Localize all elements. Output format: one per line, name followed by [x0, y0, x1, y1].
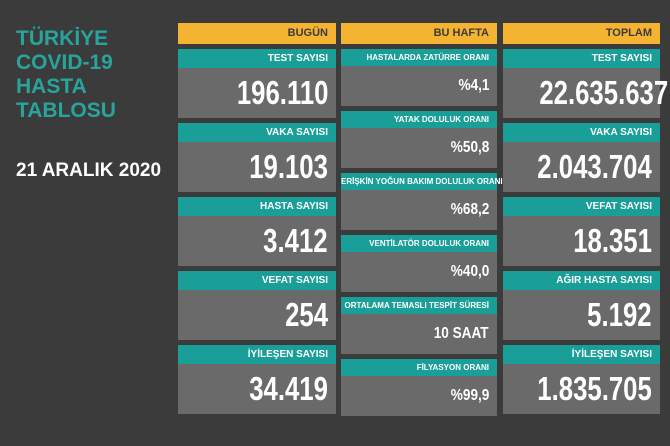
- card-label: VEFAT SAYISI: [503, 197, 660, 216]
- card-label: VEFAT SAYISI: [178, 271, 336, 290]
- card-value: %68,2: [341, 190, 497, 230]
- card-value: 5.192: [503, 290, 660, 340]
- card-label: İYİLEŞEN SAYISI: [178, 345, 336, 364]
- title-line: TÜRKİYE: [16, 27, 109, 50]
- value-text: %68,2: [450, 201, 489, 218]
- value-text: 196.110: [236, 74, 328, 111]
- card-value: %50,8: [341, 128, 497, 168]
- value-text: %40,0: [450, 263, 489, 280]
- card-value: 1.835.705: [503, 364, 660, 414]
- card-label: TEST SAYISI: [178, 49, 336, 68]
- card-value: 19.103: [178, 142, 336, 192]
- card-value: 2.043.704: [503, 142, 660, 192]
- value-text: 18.351: [573, 222, 652, 259]
- value-text: %99,9: [450, 387, 489, 404]
- card-label: VAKA SAYISI: [178, 123, 336, 142]
- card-value: 254: [178, 290, 336, 340]
- value-text: %50,8: [450, 139, 489, 156]
- card-label: FİLYASYON ORANI: [341, 359, 497, 376]
- date: 21 ARALIK 2020: [16, 160, 162, 181]
- value-text: 22.635.637: [539, 74, 669, 111]
- card-value: 196.110: [178, 68, 336, 118]
- value-text: 19.103: [249, 148, 328, 185]
- card-value: 3.412: [178, 216, 336, 266]
- value-text: 2.043.704: [537, 148, 652, 185]
- card-value: %99,9: [341, 376, 497, 416]
- column-header: BUGÜN: [178, 23, 336, 44]
- card-label: VAKA SAYISI: [503, 123, 660, 142]
- value-text: 34.419: [249, 370, 328, 407]
- card-value: 18.351: [503, 216, 660, 266]
- value-text: %4,1: [458, 77, 489, 94]
- card-label: TEST SAYISI: [503, 49, 660, 68]
- card-label: HASTALARDA ZATÜRRE ORANI: [341, 49, 497, 66]
- title-line: HASTA: [16, 75, 87, 98]
- card-label: İYİLEŞEN SAYISI: [503, 345, 660, 364]
- value-text: 1.835.705: [537, 370, 652, 407]
- value-text: 10 SAAT: [434, 325, 489, 342]
- card-label: ERİŞKİN YOĞUN BAKIM DOLULUK ORANI: [341, 173, 503, 190]
- title-line: COVID-19: [16, 51, 113, 74]
- card-value: 10 SAAT: [341, 314, 497, 354]
- card-value: %4,1: [341, 66, 497, 106]
- card-label: HASTA SAYISI: [178, 197, 336, 216]
- card-label: YATAK DOLULUK ORANI: [341, 111, 497, 128]
- column-header: BU HAFTA: [341, 23, 497, 44]
- value-text: 254: [285, 296, 328, 333]
- column-header: TOPLAM: [503, 23, 660, 44]
- value-text: 3.412: [263, 222, 328, 259]
- card-value: 22.635.637: [503, 68, 668, 118]
- title-line: TABLOSU: [16, 99, 116, 122]
- card-value: %40,0: [341, 252, 497, 292]
- value-text: 5.192: [587, 296, 652, 333]
- card-value: 34.419: [178, 364, 336, 414]
- card-label: ORTALAMA TEMASLI TESPİT SÜRESİ: [341, 297, 497, 314]
- card-label: AĞIR HASTA SAYISI: [503, 271, 660, 290]
- card-label: VENTİLATÖR DOLULUK ORANI: [341, 235, 497, 252]
